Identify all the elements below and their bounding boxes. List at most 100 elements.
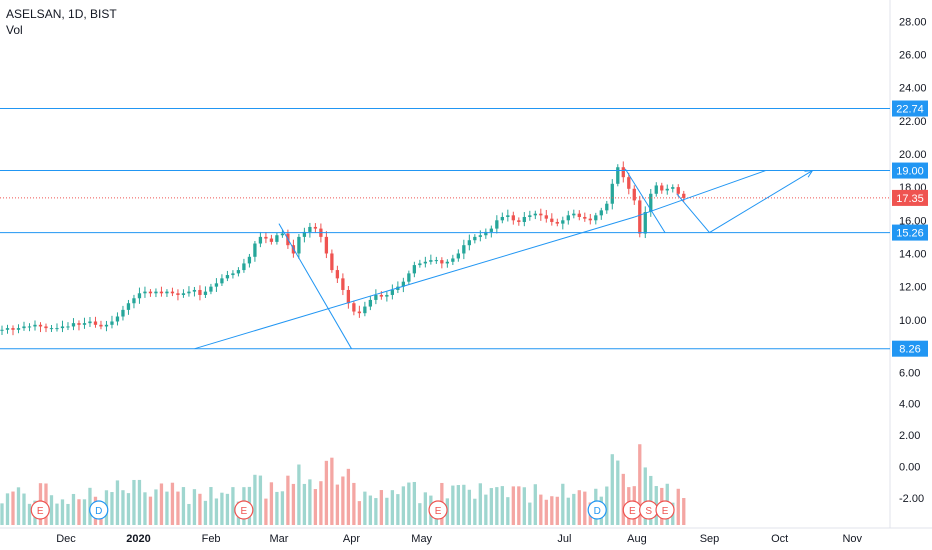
- volume-bar: [49, 495, 54, 525]
- candle-body: [418, 263, 422, 266]
- volume-bar: [253, 474, 257, 525]
- candle-body: [478, 235, 482, 237]
- volume-bar: [412, 481, 417, 525]
- candle-body: [616, 167, 620, 184]
- candle-body: [412, 265, 417, 274]
- candle-body: [82, 323, 87, 325]
- candle-body: [423, 261, 428, 264]
- candle-body: [638, 200, 642, 234]
- volume-bar: [209, 487, 213, 525]
- volume-bar: [275, 491, 279, 525]
- volume-bar: [192, 489, 197, 525]
- candle-body: [511, 215, 515, 221]
- candle-body: [308, 226, 312, 232]
- volume-bar: [258, 475, 263, 525]
- candle-body: [99, 324, 103, 327]
- volume-bar: [401, 486, 406, 525]
- event-marker-d: [587, 500, 607, 520]
- candle-body: [539, 213, 543, 216]
- volume-bar: [5, 493, 10, 525]
- candle-body: [368, 299, 373, 307]
- candle-body: [280, 233, 285, 236]
- event-marker-label: E: [629, 506, 636, 517]
- volume-bar: [638, 444, 642, 525]
- candle-body: [66, 326, 70, 328]
- candle-body: [484, 231, 488, 236]
- volume-bar: [66, 503, 70, 525]
- volume-bar: [385, 497, 389, 525]
- volume-bar: [22, 493, 26, 525]
- event-marker-label: D: [95, 506, 102, 517]
- price-axis-tick-label: 12.00: [899, 282, 927, 294]
- candle-body: [16, 328, 21, 330]
- trend-line: [709, 170, 813, 234]
- volume-bar: [11, 491, 15, 525]
- volume-bar: [324, 460, 329, 525]
- price-axis-tick-label: 24.00: [899, 83, 927, 95]
- candle-body: [148, 291, 153, 294]
- volume-bar: [71, 493, 76, 525]
- candle-body: [214, 283, 219, 287]
- candle-body: [324, 236, 329, 254]
- projection-arrowhead: [804, 169, 814, 178]
- candle-body: [643, 212, 647, 234]
- volume-bar: [132, 479, 136, 525]
- volume-bar: [143, 492, 147, 525]
- volume-bar: [539, 494, 543, 525]
- candle-body: [401, 281, 406, 287]
- candle-body: [253, 243, 257, 257]
- event-marker-e: [30, 500, 50, 520]
- price-axis-tick-label: 22.00: [899, 116, 927, 128]
- candle-body: [176, 293, 180, 295]
- volume-axis-tick-label: 0.00: [899, 462, 920, 474]
- trend-line: [634, 170, 766, 218]
- symbol-title: ASELSAN, 1D, BIST: [6, 7, 117, 21]
- trend-line: [624, 168, 666, 233]
- candle-body: [555, 221, 559, 224]
- candle-body: [159, 291, 164, 294]
- volume-bar: [517, 486, 521, 525]
- time-axis-label: Apr: [343, 533, 360, 545]
- candle-body: [231, 273, 235, 276]
- volume-bar: [170, 482, 175, 525]
- volume-bar: [302, 483, 307, 525]
- candle-body: [489, 228, 493, 232]
- volume-bar: [528, 502, 532, 525]
- candle-body: [462, 245, 466, 254]
- candle-body: [49, 328, 54, 330]
- volume-bar: [473, 498, 477, 525]
- candle-body: [77, 323, 81, 325]
- volume-bar: [396, 494, 400, 525]
- event-marker-e: [234, 500, 254, 520]
- candle-body: [379, 294, 384, 297]
- candle-body: [225, 275, 230, 279]
- candle-body: [132, 298, 136, 304]
- candle-body: [627, 177, 631, 189]
- candle-body: [660, 185, 664, 191]
- volume-bar: [418, 503, 422, 525]
- volume-bar: [423, 492, 428, 525]
- volume-bar: [374, 498, 378, 525]
- volume-bar: [16, 487, 21, 525]
- price-axis-tick-label: 10.00: [899, 315, 927, 327]
- volume-bar: [291, 483, 296, 525]
- volume-bar: [451, 485, 455, 525]
- volume-bar: [203, 500, 208, 525]
- candle-body: [605, 203, 609, 211]
- price-axis-tick-label: 20.00: [899, 149, 927, 161]
- volume-bar: [511, 486, 515, 525]
- volume-indicator-label: Vol: [6, 23, 23, 37]
- volume-axis-tick-label: 6.00: [899, 367, 920, 379]
- time-axis-label: May: [411, 533, 432, 545]
- volume-bar: [649, 475, 653, 525]
- volume-bar: [110, 492, 114, 525]
- level-price-tag: [892, 340, 928, 357]
- candle-body: [473, 236, 477, 241]
- candle-body: [275, 235, 279, 242]
- level-price-label: 15.26: [896, 228, 924, 240]
- volume-bar: [60, 499, 65, 525]
- candle-body: [143, 291, 147, 294]
- volume-bar: [506, 497, 510, 525]
- volume-bar: [198, 493, 202, 525]
